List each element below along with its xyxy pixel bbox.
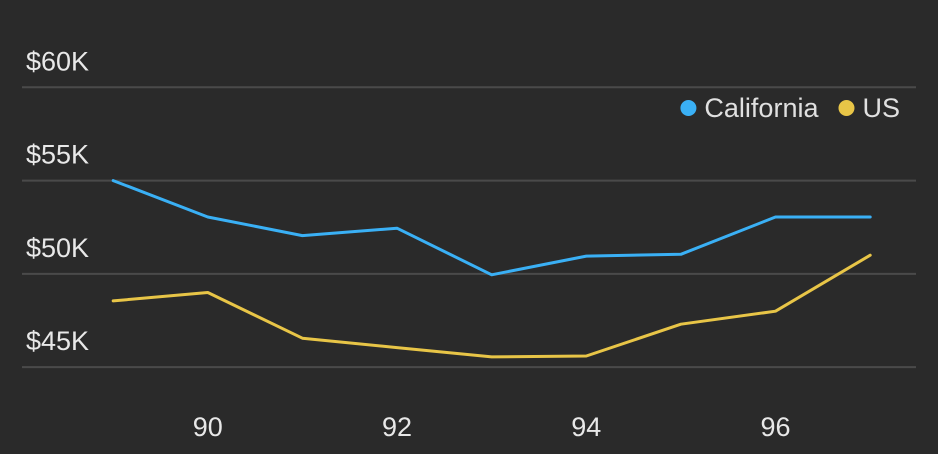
y-tick-label: $55K — [26, 140, 89, 170]
x-axis-ticks: 90 92 94 96 — [193, 412, 791, 442]
y-tick-label: $60K — [26, 46, 89, 76]
x-tick-label: 90 — [193, 412, 223, 442]
series-line-us — [111, 253, 872, 359]
y-tick-label: $50K — [26, 233, 89, 263]
gridlines — [22, 86, 916, 369]
series-lines — [111, 179, 872, 359]
series-line-california — [111, 179, 872, 277]
x-tick-label: 94 — [571, 412, 601, 442]
legend-marker — [680, 100, 697, 116]
x-tick-label: 96 — [761, 412, 791, 442]
legend-label: California — [704, 93, 819, 123]
y-axis-ticks: $45K $50K $55K $60K — [26, 46, 89, 356]
y-tick-label: $45K — [26, 326, 89, 356]
legend-marker — [838, 100, 855, 116]
x-tick-label: 92 — [382, 412, 412, 442]
legend: US California — [680, 93, 900, 123]
legend-label: US — [862, 93, 900, 123]
